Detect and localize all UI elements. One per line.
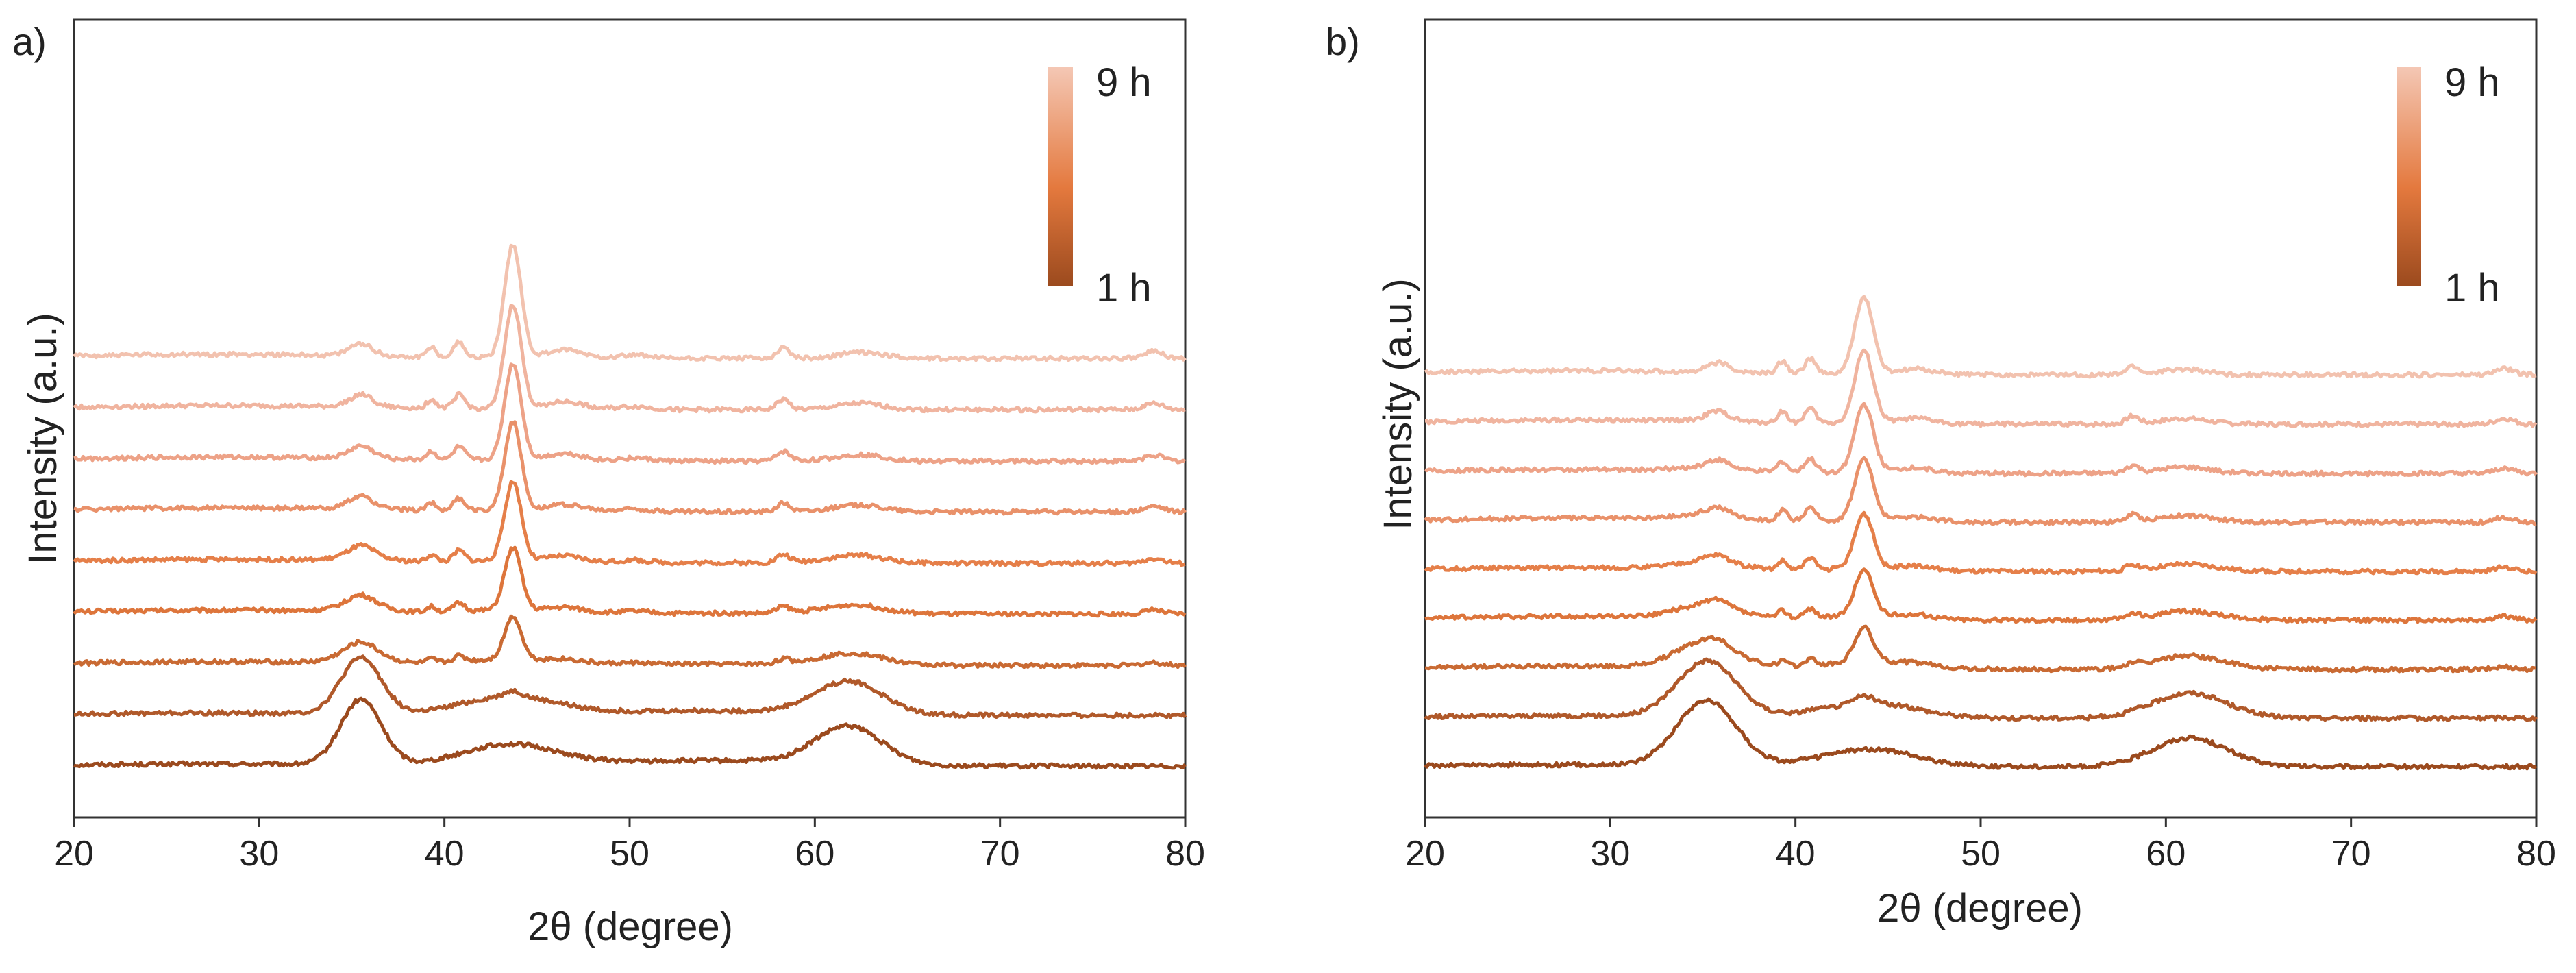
panel-b-series-group [1424,295,2538,771]
x-tick-label: 20 [1405,834,1445,874]
series-line-6h [1424,456,2537,526]
panel-a-series-group [73,243,1187,770]
series-line-2h [73,654,1187,719]
panel-a: a) 20 30 40 50 60 70 80 2θ (degree) Intensity … [12,18,1205,949]
panel-a-colorbar [1048,67,1073,286]
series-line-7h [73,362,1187,465]
x-tick-label: 20 [54,834,94,874]
series-line-9h [1424,295,2537,379]
panel-b: b) 20 30 40 50 60 70 80 2θ (degree) Intensity … [1326,18,2556,931]
panel-a-plot-frame [73,18,1187,819]
panel-b-colorbar [2397,67,2421,286]
panel-b-label: b) [1326,20,1360,63]
series-line-6h [73,420,1187,516]
series-line-2h [1424,657,2538,722]
x-tick-label: 50 [610,834,649,874]
panel-a-x-axis-label: 2θ (degree) [528,904,733,949]
panel-a-x-ticks: 20 30 40 50 60 70 80 [54,817,1205,874]
panel-a-y-axis-label: Intensity (a.u.) [21,312,65,564]
x-tick-label: 70 [2331,834,2371,874]
x-tick-label: 60 [2146,834,2185,874]
x-tick-label: 40 [425,834,465,874]
x-tick-label: 40 [1776,834,1816,874]
series-line-1h [73,696,1187,770]
x-tick-label: 80 [1165,834,1205,874]
x-tick-label: 70 [980,834,1020,874]
x-tick-label: 50 [1961,834,2001,874]
series-line-9h [73,243,1187,362]
series-line-5h [73,480,1186,567]
panel-b-colorbar-top-label: 9 h [2444,60,2500,105]
series-line-8h [73,304,1186,414]
series-line-8h [1424,348,2538,428]
panel-a-label: a) [12,20,47,63]
series-line-3h [73,614,1187,669]
panel-b-x-axis-label: 2θ (degree) [1877,886,2083,931]
x-tick-label: 30 [1590,834,1630,874]
x-tick-label: 30 [239,834,279,874]
series-line-4h [1424,567,2538,624]
panel-a-colorbar-top-label: 9 h [1096,60,1152,105]
series-line-7h [1424,402,2538,478]
series-line-1h [1424,697,2538,771]
x-tick-label: 60 [795,834,834,874]
panel-a-colorbar-bottom-label: 1 h [1096,266,1152,310]
x-tick-label: 80 [2516,834,2556,874]
series-line-3h [1424,624,2536,674]
series-line-4h [73,545,1187,618]
panel-b-x-ticks: 20 30 40 50 60 70 80 [1405,817,2556,874]
panel-b-y-axis-label: Intensity (a.u.) [1376,278,1420,530]
panel-b-colorbar-bottom-label: 1 h [2444,266,2500,310]
series-line-5h [1424,510,2538,576]
